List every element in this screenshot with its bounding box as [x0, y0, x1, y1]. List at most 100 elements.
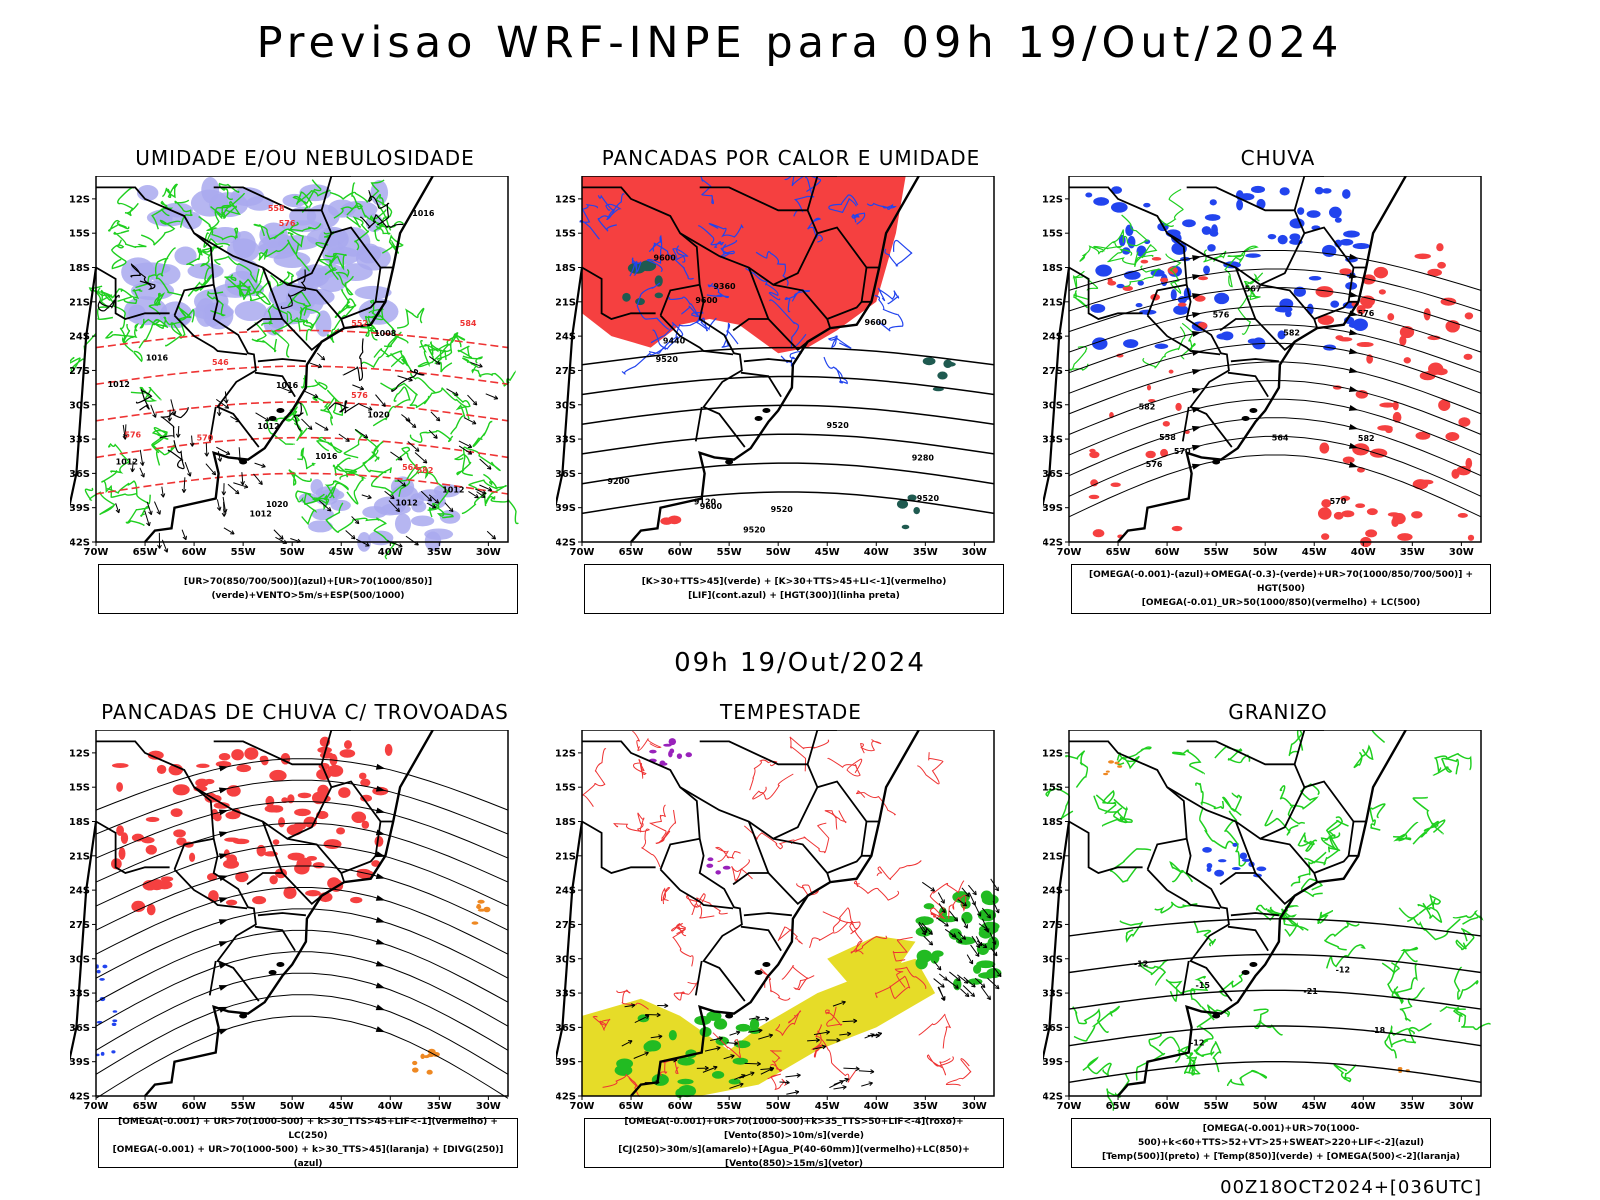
water-contour-red	[731, 859, 753, 882]
wind-vector-head	[758, 1028, 763, 1033]
omega-fill-orange	[1105, 770, 1110, 773]
storm-fill-red	[156, 764, 167, 774]
humidity-fill-blue	[150, 263, 181, 285]
contour-label: 576	[351, 391, 368, 400]
lat-tick-label: 24S	[1043, 886, 1063, 897]
storm-fill-red	[225, 899, 238, 906]
humidity-fill-red	[1116, 353, 1124, 358]
wind-vector	[216, 446, 231, 455]
lon-tick-label: 55W	[231, 1101, 256, 1112]
pressure-contour-black	[130, 263, 156, 290]
lon-tick-label: 30W	[1449, 1101, 1474, 1112]
plot-frame	[95, 176, 509, 543]
wind-vector-head	[956, 976, 961, 982]
lon-tick-label: 50W	[280, 547, 305, 558]
temp850-contour-green	[1226, 1069, 1268, 1086]
streamline	[1068, 398, 1482, 456]
humidity-contour-green	[148, 292, 166, 316]
wind-vector-head	[735, 1030, 741, 1036]
storm-fill-red	[360, 794, 373, 802]
border-line	[679, 186, 819, 286]
wind-vector	[982, 918, 990, 933]
streamline-arrow	[218, 787, 229, 794]
streamline-arrow	[375, 982, 386, 989]
humidity-fill-red	[1463, 353, 1473, 360]
humidity-contour-green	[140, 219, 181, 246]
wind-vector-head	[928, 941, 934, 946]
contour-label: 9600	[865, 318, 888, 327]
severe-fill-purple	[707, 857, 714, 862]
lon-tick-label: 65W	[619, 547, 644, 558]
omega-fill-blue	[1279, 187, 1290, 196]
lon-tick-label: 50W	[766, 547, 791, 558]
water-contour-red	[825, 1006, 843, 1027]
contour-label: -12	[1190, 1039, 1204, 1048]
wind-vector	[216, 499, 221, 511]
water-contour-red	[781, 965, 815, 991]
pressure-contour-black	[391, 368, 425, 392]
wind-vector	[922, 881, 935, 892]
wind-vector	[468, 491, 479, 499]
omega-fill-blue	[1209, 230, 1219, 237]
wind-vector	[122, 424, 126, 440]
border-line	[1219, 267, 1257, 332]
humidity-contour-green	[346, 201, 387, 221]
contour-label: 567	[1245, 284, 1262, 293]
humidity-contour-green	[381, 234, 404, 254]
temp850-contour-green	[1095, 789, 1117, 815]
border-line	[331, 780, 394, 823]
lon-tick-label: 55W	[1204, 1101, 1229, 1112]
wind-vector	[813, 1031, 830, 1036]
humidity-contour-green	[397, 307, 425, 329]
wind-fill-green	[735, 1023, 751, 1032]
streamline	[95, 865, 509, 931]
lon-tick-label: 30W	[962, 547, 987, 558]
temp850-contour-green	[1195, 782, 1225, 810]
temp850-contour-green	[1171, 749, 1205, 775]
humidity-fill-red	[1412, 479, 1429, 490]
contour-label: 558	[268, 204, 285, 213]
lat-tick-label: 27S	[556, 920, 576, 931]
lat-tick-label: 36S	[70, 1023, 90, 1034]
storm-fill-red	[141, 836, 155, 844]
wind-vector-head	[785, 1080, 790, 1085]
humidity-fill-blue	[315, 310, 332, 337]
wind-vector	[975, 936, 982, 947]
omega-fill-blue	[1139, 309, 1157, 315]
contour-label: 558	[1159, 433, 1176, 442]
thickness-contour-red	[95, 401, 509, 422]
contour-label: 564	[1272, 433, 1289, 442]
wind-fill-green	[713, 1018, 728, 1030]
storm-fill-red	[297, 792, 312, 799]
humidity-contour-green	[201, 232, 224, 253]
humidity-contour-green	[106, 480, 151, 505]
humidity-contour-green	[332, 462, 387, 477]
wind-vector	[786, 1091, 800, 1095]
border-line	[1068, 266, 1143, 320]
humidity-contour-green	[428, 347, 453, 373]
wind-vector-head	[765, 1016, 770, 1022]
storm-fill-red	[145, 844, 157, 855]
temp850-contour-green	[1399, 987, 1425, 1022]
lon-tick-label: 45W	[329, 547, 354, 558]
wind-vector	[723, 1055, 735, 1060]
humidity-contour-green	[472, 420, 493, 448]
lake	[268, 415, 277, 421]
east-coastline	[1117, 730, 1408, 1097]
border-line	[1146, 837, 1187, 870]
lifted-index-contour-blue	[650, 321, 684, 350]
west-coastline	[556, 267, 584, 509]
storm-fill-red	[149, 879, 165, 891]
lon-tick-label: 40W	[1351, 1101, 1376, 1112]
wind-vector	[729, 1031, 741, 1036]
lat-tick-label: 18S	[1043, 263, 1063, 274]
humidity-fill-red	[1456, 465, 1471, 476]
wind-vector	[446, 388, 459, 396]
water-contour-red	[945, 1058, 972, 1087]
streamline-arrow	[218, 853, 229, 860]
temp850-contour-green	[1325, 819, 1349, 851]
storm-fill-orange	[477, 899, 485, 904]
wind-vector	[486, 530, 496, 540]
omega-fill-blue	[1137, 280, 1144, 286]
wind-vector	[739, 1072, 755, 1079]
